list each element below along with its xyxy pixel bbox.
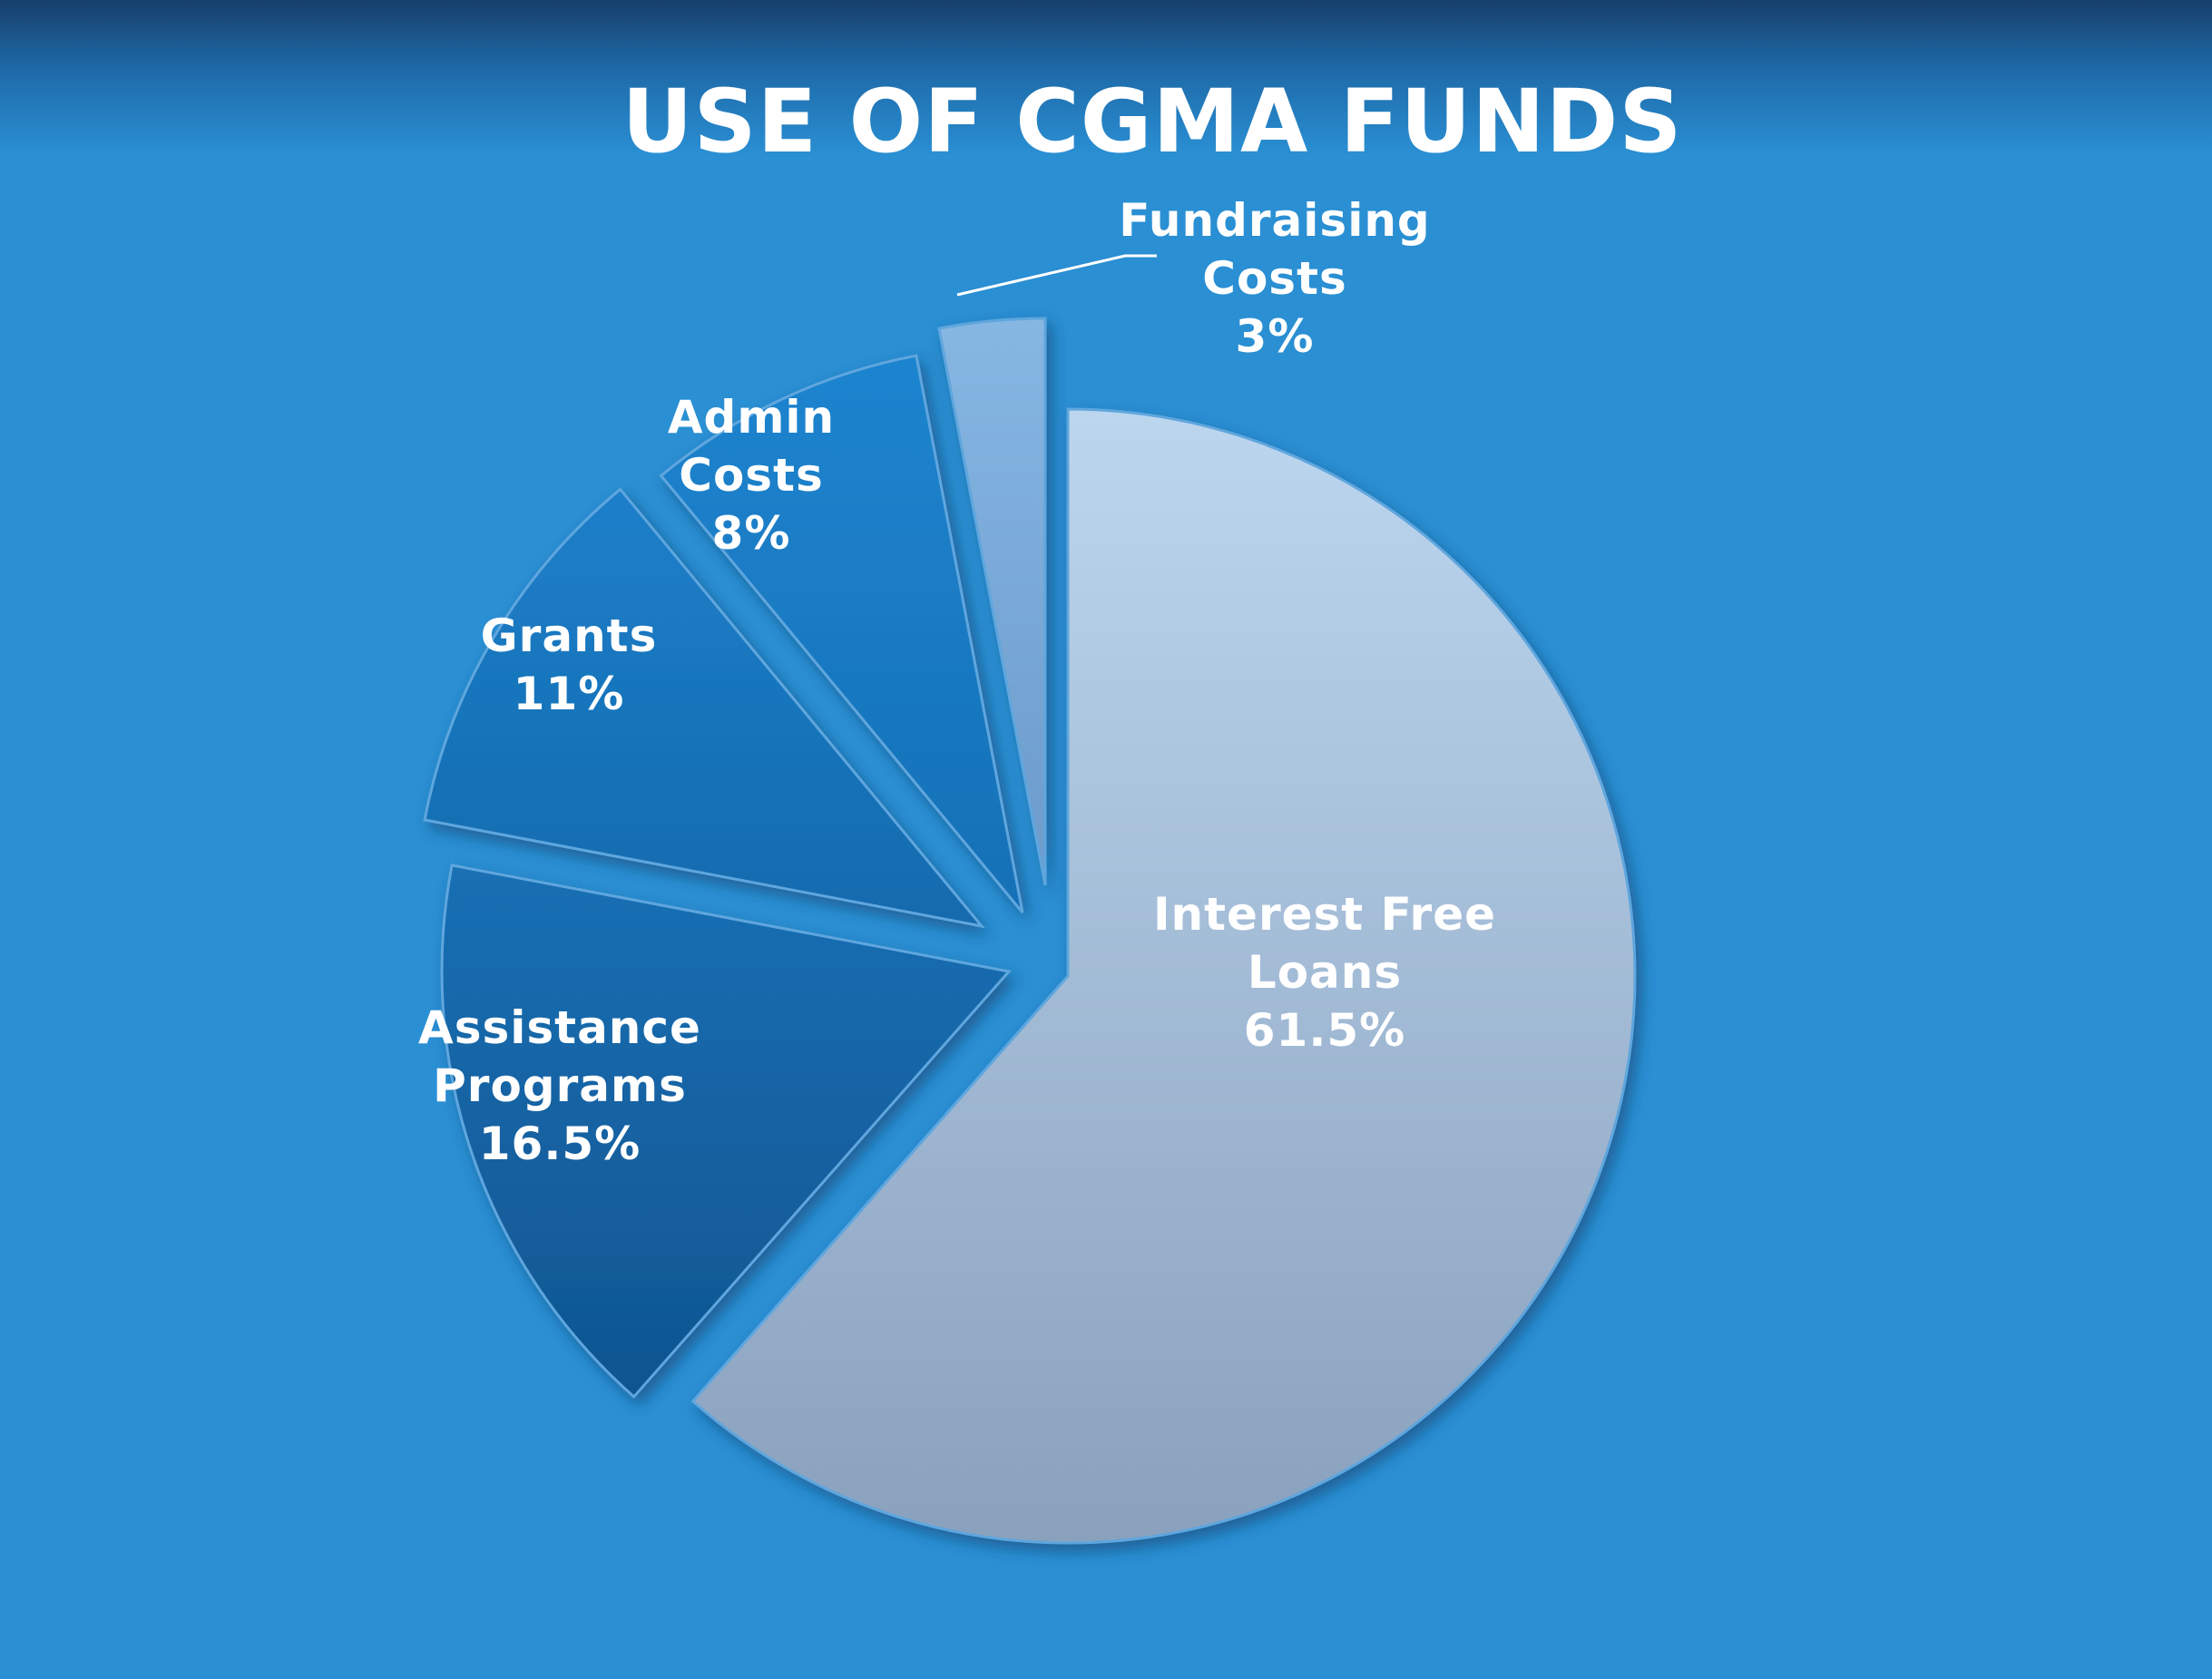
pie-slice <box>659 354 1024 913</box>
slice-label-line: Grants <box>481 610 658 662</box>
slice-label: Grants 11% <box>481 610 658 720</box>
slice-value-label: 16.5% <box>479 1118 641 1170</box>
slice-value-label: 61.5% <box>1244 1004 1405 1057</box>
pie-slice <box>440 864 1012 1399</box>
slice-value-label: 11% <box>514 668 625 720</box>
chart-title: USE OF CGMA FUNDS <box>622 71 1683 172</box>
slice-label-line: Admin <box>668 391 835 444</box>
leader-line <box>956 254 1157 297</box>
slice-label-line: Costs <box>679 449 823 502</box>
slice-label-line: Fundraising <box>1119 194 1430 247</box>
slice-label: Assistance Programs 16.5% <box>418 1001 701 1170</box>
slice-label-line: Interest Free <box>1153 888 1496 941</box>
slice-label: Fundraising Costs 3% <box>1119 194 1430 363</box>
slice-label: Interest Free Loans 61.5% <box>1153 888 1496 1057</box>
slice-label-line: Costs <box>1202 252 1346 305</box>
pie-slice <box>937 317 1047 886</box>
header-band <box>0 0 2212 154</box>
slice-label-line: Assistance <box>418 1001 701 1054</box>
slice-value-label: 3% <box>1236 310 1315 363</box>
slice-value-label: 8% <box>712 507 791 560</box>
slice-label-line: Loans <box>1248 946 1402 999</box>
pie-slice <box>423 487 985 929</box>
slice-label-line: Programs <box>433 1059 687 1112</box>
slice-label: Admin Costs 8% <box>668 391 835 560</box>
pie-slice <box>690 407 1637 1545</box>
